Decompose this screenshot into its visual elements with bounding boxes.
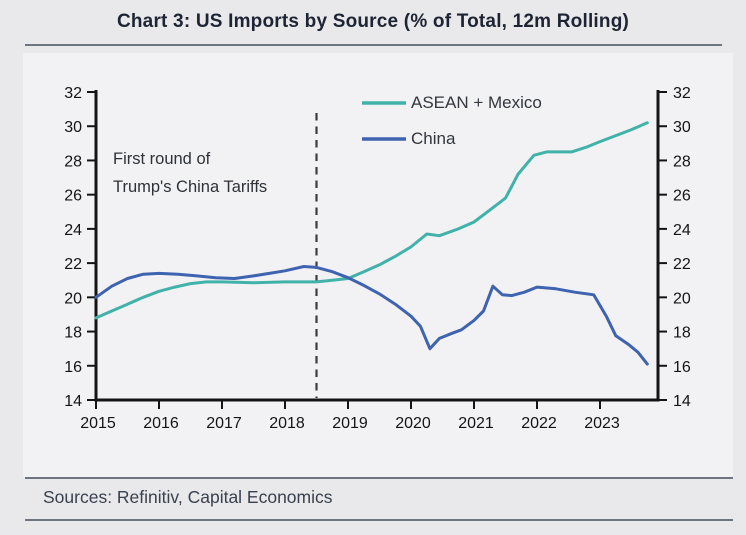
svg-text:24: 24	[64, 222, 82, 239]
svg-text:2015: 2015	[80, 415, 116, 432]
legend-label-china: China	[411, 129, 456, 148]
svg-text:2016: 2016	[143, 415, 179, 432]
event-annotation: First round of Trump's China Tariffs	[113, 145, 323, 201]
svg-text:26: 26	[64, 188, 82, 205]
x-ticks	[95, 400, 601, 409]
svg-text:20: 20	[673, 290, 691, 307]
svg-text:2022: 2022	[521, 415, 557, 432]
event-annotation-line2: Trump's China Tariffs	[113, 178, 268, 196]
footer-divider-bottom	[25, 519, 733, 521]
svg-text:14: 14	[64, 393, 82, 410]
legend-label-asean-mexico: ASEAN + Mexico	[411, 93, 542, 112]
axes	[94, 90, 660, 402]
svg-text:22: 22	[64, 256, 82, 273]
svg-text:18: 18	[673, 325, 691, 342]
svg-text:2017: 2017	[206, 415, 242, 432]
svg-text:22: 22	[673, 256, 691, 273]
svg-text:2021: 2021	[458, 415, 494, 432]
title-divider	[25, 44, 722, 46]
svg-text:20: 20	[64, 290, 82, 307]
svg-text:28: 28	[673, 153, 691, 170]
svg-text:14: 14	[673, 393, 691, 410]
svg-text:24: 24	[673, 222, 691, 239]
svg-text:2019: 2019	[332, 415, 368, 432]
y-tick-labels-right: 14 16 18 20 22 24 26 28 30 32	[673, 85, 691, 410]
footer-divider-top	[25, 477, 733, 479]
y-ticks	[87, 91, 667, 401]
svg-text:32: 32	[64, 85, 82, 102]
svg-text:16: 16	[673, 359, 691, 376]
svg-text:26: 26	[673, 188, 691, 205]
svg-text:16: 16	[64, 359, 82, 376]
chart-title: Chart 3: US Imports by Source (% of Tota…	[116, 11, 630, 32]
series-line-china	[94, 265, 649, 366]
svg-text:30: 30	[673, 119, 691, 136]
x-tick-labels: 2015 2016 2017 2018 2019 2020 2021 2022 2023	[80, 415, 620, 432]
svg-text:2020: 2020	[395, 415, 431, 432]
svg-text:2018: 2018	[269, 415, 305, 432]
svg-text:30: 30	[64, 119, 82, 136]
svg-text:2023: 2023	[584, 415, 620, 432]
y-tick-labels-left: 14 16 18 20 22 24 26 28 30 32	[64, 85, 82, 410]
sources-note: Sources: Refinitiv, Capital Economics	[43, 487, 333, 507]
svg-text:18: 18	[64, 325, 82, 342]
series-line-asean-mexico	[94, 121, 649, 320]
svg-text:32: 32	[673, 85, 691, 102]
svg-text:28: 28	[64, 153, 82, 170]
event-annotation-line1: First round of	[113, 150, 211, 168]
